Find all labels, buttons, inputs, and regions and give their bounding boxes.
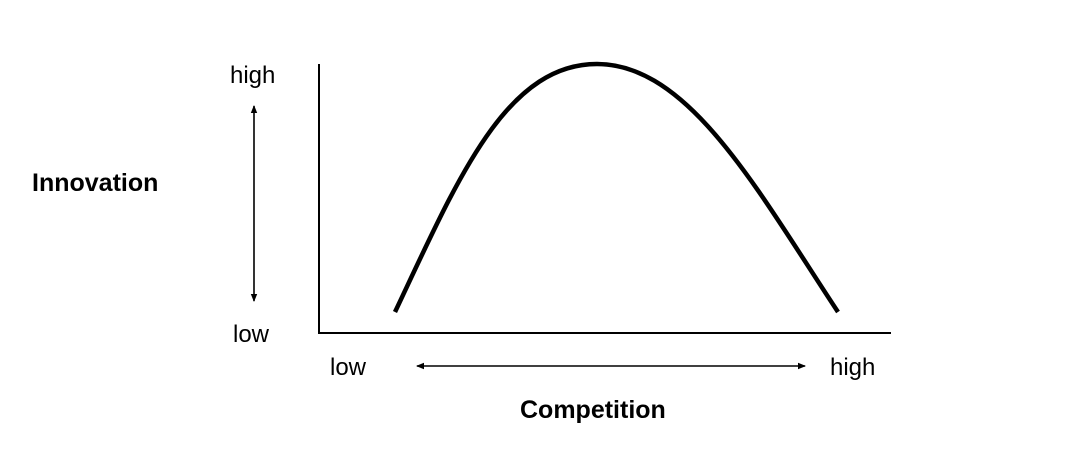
x-axis-title: Competition	[520, 396, 666, 424]
y-axis-low-label: low	[233, 321, 270, 348]
x-axis-low-label: low	[330, 354, 367, 381]
y-axis-high-label: high	[230, 62, 275, 89]
inverted-u-curve	[392, 61, 840, 314]
x-axis-high-label: high	[830, 354, 875, 381]
y-axis-title: Innovation	[32, 169, 158, 197]
